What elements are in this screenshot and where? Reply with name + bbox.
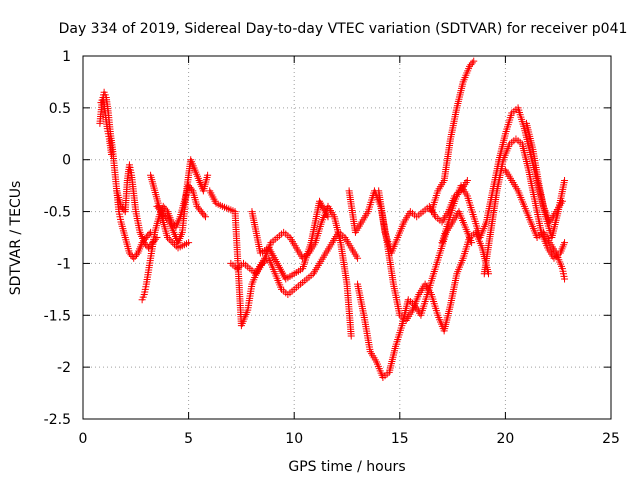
data-point: [201, 213, 209, 221]
data-point: [561, 176, 569, 184]
x-tick-label: 15: [391, 431, 409, 447]
data-point: [185, 239, 193, 247]
series-arc-p: [501, 166, 569, 283]
data-point: [354, 254, 362, 262]
plot-frame: [82, 55, 612, 420]
x-axis-label: GPS time / hours: [288, 459, 405, 475]
series-arc-l: [375, 176, 471, 257]
series-arc-q: [523, 119, 569, 241]
data-point: [200, 211, 208, 219]
x-tick-label: 0: [79, 431, 88, 447]
series-arc-k: [354, 208, 476, 382]
y-axis-label: SDTVAR / TECUs: [8, 181, 24, 296]
series-arc-b: [97, 93, 116, 159]
y-tick-label: -2.5: [44, 412, 71, 428]
data-point: [463, 176, 471, 184]
data-marks: [96, 57, 569, 382]
data-point: [470, 57, 478, 65]
data-point: [167, 237, 175, 245]
chart-title: Day 334 of 2019, Sidereal Day-to-day VTE…: [59, 21, 628, 37]
y-tick-label: -1.5: [44, 308, 71, 324]
data-point: [561, 239, 569, 247]
data-point: [163, 234, 171, 241]
series-arc-f: [147, 171, 193, 252]
data-point: [204, 171, 212, 179]
data-point: [468, 59, 476, 67]
y-tick-label: 0.5: [49, 101, 71, 117]
x-tick-label: 25: [602, 431, 620, 447]
data-point: [145, 230, 153, 238]
y-tick-label: -1: [57, 256, 71, 272]
data-point: [165, 235, 173, 243]
y-tick-label: 1: [62, 49, 71, 65]
data-point: [108, 151, 116, 159]
data-point: [133, 251, 141, 259]
y-tick-label: 0: [62, 153, 71, 169]
series-arc-d: [138, 182, 209, 304]
axis-ticks: 0 5 10 15 20 25 1 0.5 0 -0.5 -1 -1.5 -2 -2.5: [44, 49, 620, 447]
y-tick-label: -0.5: [44, 205, 71, 221]
series-arc-m: [427, 57, 478, 216]
data-point: [172, 242, 180, 250]
series-arc-o: [480, 135, 569, 278]
x-tick-label: 20: [496, 431, 514, 447]
data-point: [561, 275, 569, 283]
data-point: [171, 240, 179, 248]
data-point: [169, 239, 177, 247]
data-point: [347, 332, 355, 340]
x-tick-label: 10: [285, 431, 303, 447]
y-tick-label: -2: [57, 360, 71, 376]
data-point: [468, 239, 476, 247]
series-arc-e: [153, 156, 212, 247]
series-arc-i: [248, 197, 332, 283]
series-arc-c: [113, 161, 161, 252]
x-tick-label: 5: [184, 431, 193, 447]
data-point: [162, 206, 170, 214]
series-arc-h: [227, 228, 362, 299]
data-point: [324, 213, 332, 221]
